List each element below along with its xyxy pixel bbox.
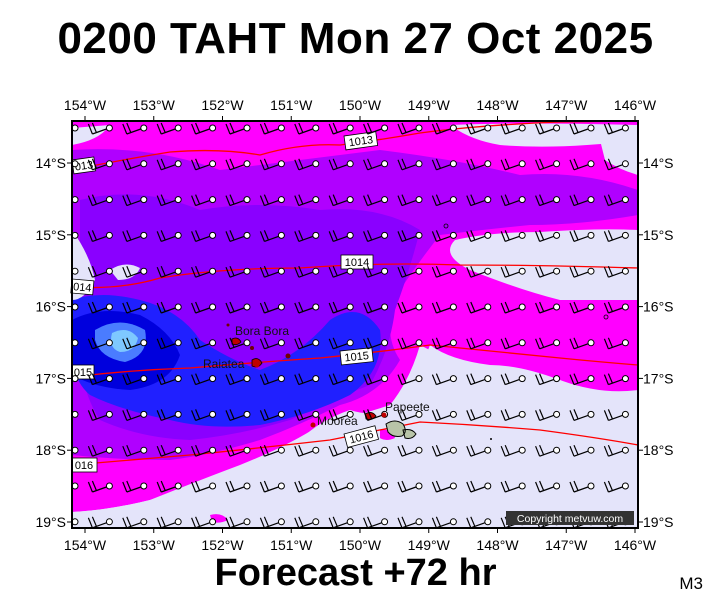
lon-label-bottom: 147°W (545, 537, 588, 553)
atoll-2 (250, 346, 254, 350)
lon-label-top: 150°W (339, 97, 382, 113)
bora-bora-marker (232, 338, 238, 344)
lat-label-right: 16°S (643, 299, 674, 315)
lon-label-bottom: 153°W (133, 537, 176, 553)
atoll-4 (603, 314, 609, 320)
isobar-label-1013: 1013 (343, 131, 379, 151)
lat-label-left: 14°S (35, 155, 66, 171)
place-label-raiatea: Raiatea (203, 357, 245, 371)
copyright-badge: Copyright metvuw.com (506, 511, 634, 525)
lat-label-left: 15°S (35, 227, 66, 243)
svg-text:015: 015 (74, 367, 92, 379)
lon-label-top: 152°W (201, 97, 244, 113)
lon-label-bottom: 154°W (64, 537, 107, 553)
lat-label-left: 16°S (35, 299, 66, 315)
place-label-papeete: Papeete (385, 400, 430, 414)
tahiti-island (385, 420, 417, 439)
lon-label-bottom: 149°W (408, 537, 451, 553)
lon-label-bottom: 150°W (339, 537, 382, 553)
svg-text:1015: 1015 (344, 350, 370, 364)
lon-label-bottom: 146°W (614, 537, 657, 553)
lon-label-top: 147°W (545, 97, 588, 113)
axis-ticks (67, 116, 643, 533)
isobar-label-1016: 1016 (343, 425, 380, 449)
lon-label-top: 153°W (133, 97, 176, 113)
svg-text:014: 014 (73, 281, 92, 295)
lon-labels-bottom: 154°W 153°W 152°W 151°W 150°W 149°W 148°W 147°W… (64, 537, 657, 553)
isobar-label-1015: 1015 (339, 347, 374, 366)
svg-text:016: 016 (75, 460, 93, 472)
atoll-3 (443, 223, 449, 229)
rain-shading (72, 121, 638, 528)
lat-label-left: 19°S (35, 514, 66, 530)
svg-text:Copyright metvuw.com: Copyright metvuw.com (517, 513, 623, 525)
lon-label-top: 148°W (476, 97, 519, 113)
isobar-label-014: 014 (70, 278, 95, 296)
lat-label-left: 17°S (35, 370, 66, 386)
lat-labels-left: 14°S 15°S 16°S 17°S 18°S 19°S (35, 155, 66, 530)
huahine-island (285, 353, 291, 359)
forecast-label: Forecast +72 hr (214, 552, 497, 594)
lon-label-top: 146°W (614, 97, 657, 113)
lat-label-left: 18°S (35, 442, 66, 458)
atoll-1 (226, 323, 230, 327)
map-title: 0200 TAHT Mon 27 Oct 2025 (57, 14, 654, 63)
lon-label-bottom: 152°W (201, 537, 244, 553)
lat-labels-right: 14°S 15°S 16°S 17°S 18°S 19°S (643, 155, 674, 530)
lon-label-top: 149°W (408, 97, 451, 113)
isobar-labels: 1013 013 1014 014 1015 015 1016 016 (70, 131, 380, 473)
lat-label-right: 15°S (643, 227, 674, 243)
lat-label-right: 17°S (643, 370, 674, 386)
lon-label-bottom: 151°W (270, 537, 313, 553)
raiatea-marker (254, 362, 260, 368)
isobar-label-1014: 1014 (340, 254, 374, 270)
lon-label-top: 154°W (64, 97, 107, 113)
lat-label-right: 14°S (643, 155, 674, 171)
lon-label-bottom: 148°W (476, 537, 519, 553)
lon-labels-top: 154°W 153°W 152°W 151°W 150°W 149°W 148°W 147°W… (64, 97, 657, 113)
lat-label-right: 18°S (643, 442, 674, 458)
place-label-bora-bora: Bora Bora (235, 324, 289, 338)
model-code: M3 (679, 574, 703, 593)
atoll-5 (490, 438, 492, 440)
svg-text:1014: 1014 (345, 257, 369, 269)
place-label-moorea: Moorea (317, 414, 358, 428)
map-frame (71, 120, 639, 529)
svg-text:1013: 1013 (348, 134, 374, 149)
lat-label-right: 19°S (643, 514, 674, 530)
place-labels: Bora Bora Raiatea Moorea Papeete (203, 324, 430, 428)
lon-label-top: 151°W (270, 97, 313, 113)
moorea-marker (310, 422, 316, 428)
isobar-label-016: 016 (71, 457, 98, 473)
papeete-marker (381, 412, 387, 418)
